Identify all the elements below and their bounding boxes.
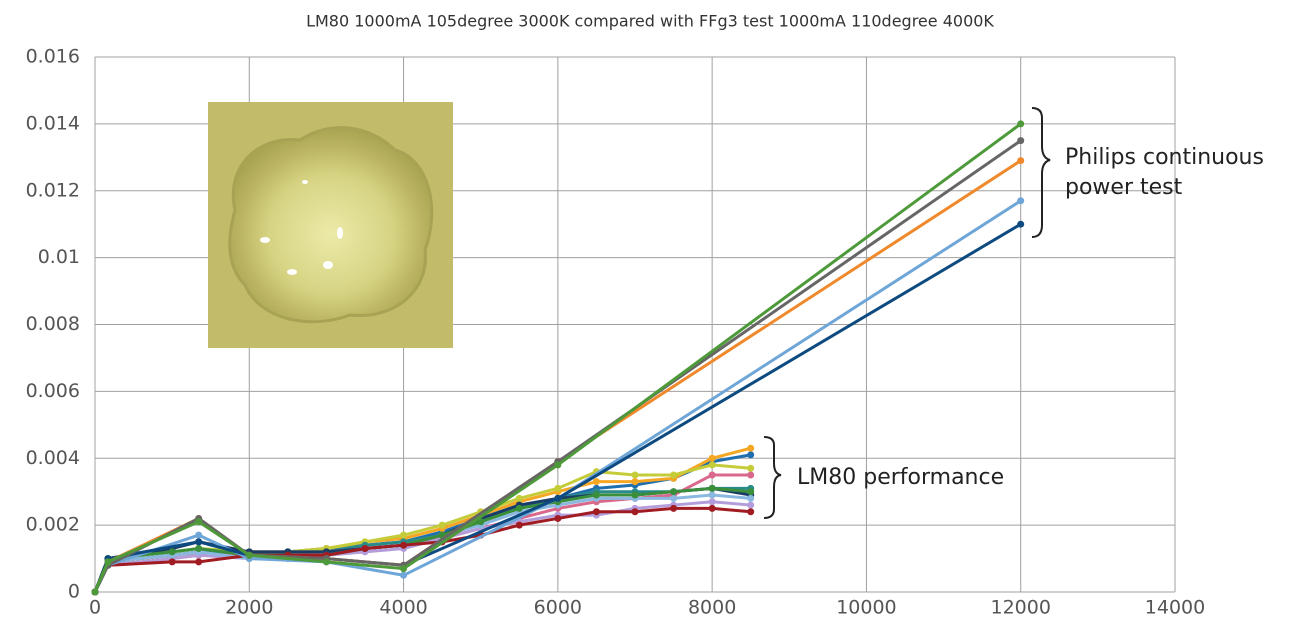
data-point	[322, 558, 330, 566]
data-point	[91, 588, 99, 596]
data-point	[631, 508, 639, 516]
data-point	[747, 501, 755, 509]
y-tick-label: 0.016	[26, 46, 80, 68]
data-point	[747, 508, 755, 516]
data-point	[747, 464, 755, 472]
data-point	[168, 548, 176, 556]
data-point	[670, 488, 678, 496]
data-point	[708, 504, 716, 512]
data-point	[1017, 197, 1025, 205]
series-line	[93, 506, 751, 593]
data-point	[195, 545, 203, 553]
data-point	[400, 571, 408, 579]
x-tick-label: 4000	[379, 597, 427, 619]
data-point	[554, 494, 562, 502]
data-point	[592, 478, 600, 486]
data-point	[195, 518, 203, 526]
photo	[208, 102, 453, 348]
data-point	[245, 551, 253, 559]
data-point	[1017, 220, 1025, 228]
data-point	[708, 454, 716, 462]
data-point	[708, 498, 716, 506]
data-point	[592, 491, 600, 499]
x-tick-label: 10000	[836, 597, 896, 619]
data-point	[747, 488, 755, 496]
data-point	[515, 504, 523, 512]
data-point	[592, 508, 600, 516]
series-line	[93, 139, 1022, 593]
series-line	[93, 463, 751, 593]
annotation: power test	[1065, 175, 1183, 200]
series-line	[93, 199, 1022, 593]
y-tick-label: 0.008	[26, 313, 80, 335]
data-point	[747, 451, 755, 459]
bracket	[763, 436, 782, 519]
data-point	[1017, 137, 1025, 145]
data-point	[195, 558, 203, 566]
bracket	[1031, 107, 1051, 238]
data-point	[631, 471, 639, 479]
data-point	[631, 491, 639, 499]
y-tick-label: 0	[68, 581, 80, 603]
data-point	[515, 521, 523, 529]
x-tick-label: 14000	[1145, 597, 1205, 619]
y-tick-label: 0.006	[26, 380, 80, 402]
chart-title: LM80 1000mA 105degree 3000K compared wit…	[306, 12, 994, 31]
series-line	[93, 122, 1022, 593]
x-tick-label: 6000	[534, 597, 582, 619]
data-point	[515, 494, 523, 502]
data-point	[400, 565, 408, 573]
data-point	[747, 494, 755, 502]
data-point	[670, 494, 678, 502]
data-point	[554, 484, 562, 492]
x-tick-label: 12000	[990, 597, 1050, 619]
data-point	[670, 471, 678, 479]
data-point	[554, 514, 562, 522]
data-point	[708, 491, 716, 499]
series-line	[93, 486, 751, 593]
data-point	[400, 531, 408, 539]
x-tick-label: 2000	[225, 597, 273, 619]
x-tick-label: 8000	[688, 597, 736, 619]
data-point	[708, 471, 716, 479]
data-point	[554, 461, 562, 469]
y-tick-label: 0.01	[38, 246, 80, 268]
y-tick-label: 0.014	[26, 112, 80, 134]
data-point	[104, 558, 112, 566]
y-tick-label: 0.012	[26, 179, 80, 201]
data-point	[1017, 120, 1025, 128]
data-point	[195, 531, 203, 539]
data-point	[747, 444, 755, 452]
data-point	[631, 478, 639, 486]
data-point	[670, 504, 678, 512]
x-tick-label: 0	[89, 597, 101, 619]
data-point	[195, 538, 203, 546]
data-point	[168, 558, 176, 566]
data-point	[708, 484, 716, 492]
data-point	[747, 471, 755, 479]
series-line	[93, 500, 751, 593]
data-point	[477, 518, 485, 526]
annotation: Philips continuous	[1065, 145, 1264, 170]
data-point	[361, 545, 369, 553]
y-tick-label: 0.002	[26, 514, 80, 536]
data-point	[438, 521, 446, 529]
data-point	[400, 541, 408, 549]
y-tick-label: 0.004	[26, 447, 80, 469]
data-point	[1017, 157, 1025, 165]
data-point	[708, 461, 716, 469]
annotation: LM80 performance	[797, 465, 1004, 490]
